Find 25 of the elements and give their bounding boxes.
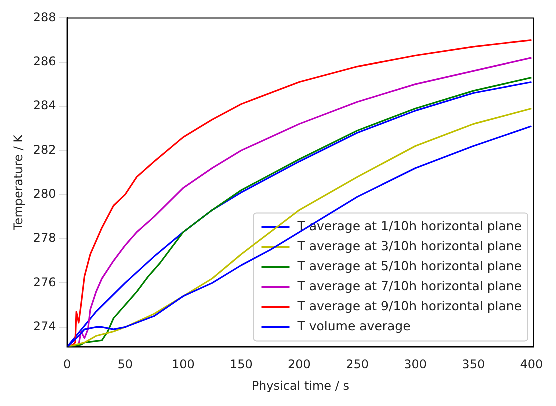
y-tick-label: 276	[33, 275, 56, 290]
y-tick-label: 288	[33, 10, 56, 24]
y-tick-label: 286	[33, 54, 56, 68]
x-tick-label: 300	[404, 358, 428, 372]
legend-label: T average at 3/10h horizontal plane	[296, 238, 522, 254]
x-tick-label: 200	[288, 358, 311, 372]
legend-label: T average at 7/10h horizontal plane	[296, 278, 522, 294]
y-tick-label: 284	[33, 98, 56, 113]
x-axis-title: Physical time / s	[252, 378, 350, 393]
y-tick-label: 282	[33, 142, 56, 157]
legend-label: T volume average	[296, 318, 412, 334]
y-tick-label: 278	[33, 231, 56, 246]
x-tick-label: 0	[63, 358, 72, 372]
x-tick-label: 100	[172, 358, 195, 372]
legend-label: T average at 5/10h horizontal plane	[296, 258, 522, 274]
legend-label: T average at 9/10h horizontal plane	[296, 298, 522, 314]
x-tick-label: 50	[118, 358, 133, 372]
y-tick-label: 274	[33, 319, 56, 334]
y-axis-title: Temperature / K	[11, 134, 26, 232]
x-tick-label: 250	[346, 358, 369, 372]
x-tick-label: 400	[520, 358, 544, 372]
x-tick-label: 150	[230, 358, 253, 372]
x-tick-label: 350	[462, 358, 486, 372]
legend-label: T average at 1/10h horizontal plane	[296, 218, 522, 234]
y-tick-label: 280	[33, 186, 56, 201]
